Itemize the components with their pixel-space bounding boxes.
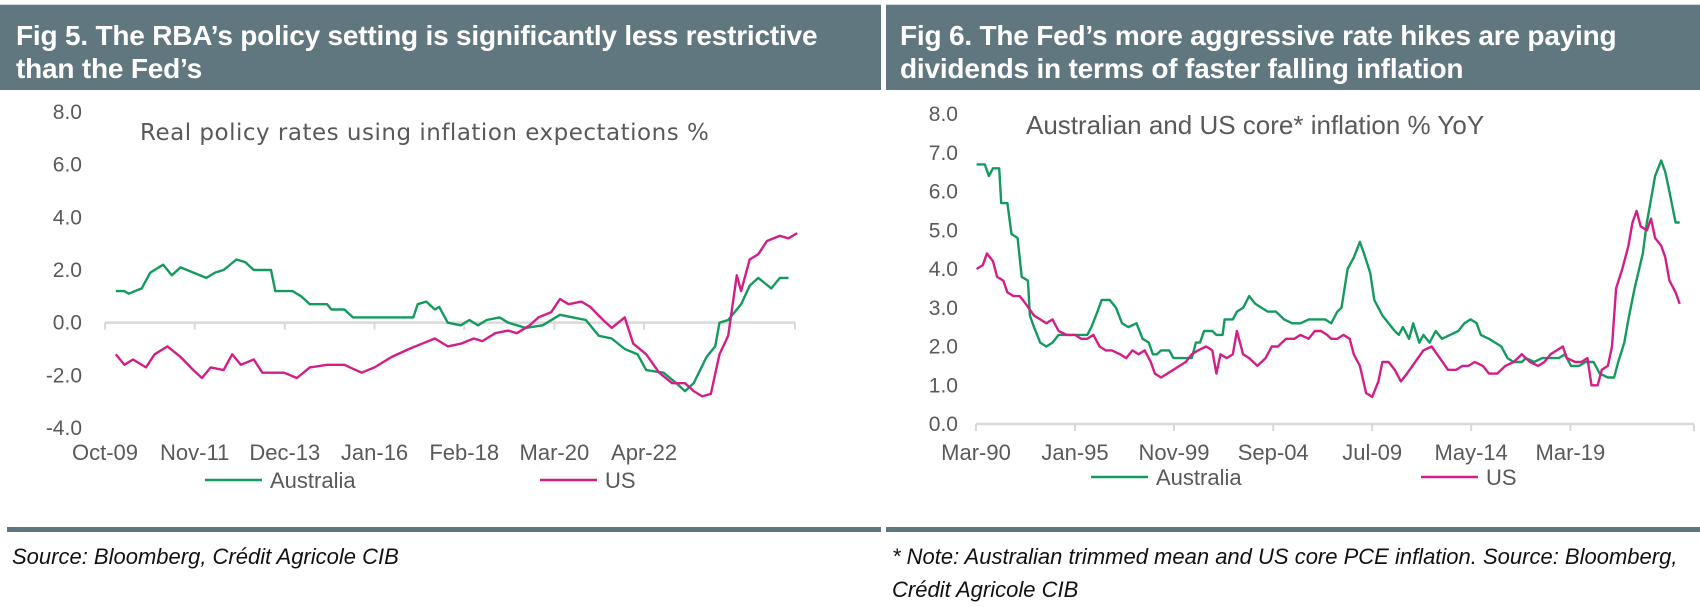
core-inflation-chart: 8.0 7.0 6.0 5.0 4.0 3.0 2.0 1.0 0.0 Mar-90 Jan-95 N… bbox=[929, 103, 1695, 490]
series-line-us bbox=[114, 232, 798, 398]
x-tick-label: May-14 bbox=[1435, 440, 1508, 465]
figure-5-header: Fig 5. The RBA’s policy setting is signi… bbox=[0, 4, 881, 90]
x-tick-label: Oct-09 bbox=[72, 440, 138, 465]
y-tick-label: 5.0 bbox=[929, 219, 958, 242]
x-tick-label: Mar-20 bbox=[520, 440, 590, 465]
y-tick-label: 0.0 bbox=[929, 413, 958, 436]
x-tick-label: Apr-22 bbox=[611, 440, 677, 465]
chart-title: Australian and US core* inflation % YoY bbox=[1026, 110, 1484, 140]
x-tick-label: Feb-18 bbox=[429, 440, 499, 465]
figure-6-header: Fig 6. The Fed’s more aggressive rate hi… bbox=[886, 4, 1700, 90]
x-tick-label: Mar-19 bbox=[1536, 440, 1606, 465]
figure-5-title: Fig 5. The RBA’s policy setting is signi… bbox=[16, 20, 818, 84]
figure-6-source: * Note: Australian trimmed mean and US c… bbox=[892, 544, 1678, 602]
y-tick-label: 3.0 bbox=[929, 297, 958, 320]
figure-6-title: Fig 6. The Fed’s more aggressive rate hi… bbox=[900, 20, 1617, 84]
y-tick-label: 0.0 bbox=[53, 312, 82, 335]
figure-6-divider bbox=[886, 527, 1700, 532]
y-tick-label: 8.0 bbox=[53, 101, 82, 124]
y-tick-label: 2.0 bbox=[53, 259, 82, 282]
legend-label-australia: Australia bbox=[1156, 465, 1242, 490]
series-line-us bbox=[975, 209, 1681, 399]
y-tick-label: -2.0 bbox=[46, 364, 82, 387]
y-tick-label: 2.0 bbox=[929, 336, 958, 359]
x-tick-label: Jan-95 bbox=[1041, 440, 1108, 465]
y-tick-label: -4.0 bbox=[46, 417, 82, 440]
x-tick-label: Jul-09 bbox=[1342, 440, 1402, 465]
figure-5-source: Source: Bloomberg, Crédit Agricole CIB bbox=[12, 544, 399, 569]
y-tick-label: 8.0 bbox=[929, 103, 958, 126]
x-tick-label: Nov-11 bbox=[160, 440, 229, 465]
chart-title: Real policy rates using inflation expect… bbox=[140, 120, 709, 146]
figure-5-divider bbox=[7, 527, 881, 532]
x-tick-label: Dec-13 bbox=[249, 440, 320, 465]
figure-6-panel: Fig 6. The Fed’s more aggressive rate hi… bbox=[886, 0, 1700, 607]
x-tick-label: Nov-99 bbox=[1139, 440, 1210, 465]
y-tick-label: 6.0 bbox=[929, 181, 958, 204]
x-tick-label: Jan-16 bbox=[341, 440, 408, 465]
y-tick-label: 7.0 bbox=[929, 142, 958, 165]
x-tick-label: Sep-04 bbox=[1238, 440, 1309, 465]
legend-label-australia: Australia bbox=[270, 468, 356, 493]
y-tick-label: 4.0 bbox=[53, 206, 82, 229]
legend-label-us: US bbox=[605, 468, 636, 493]
y-tick-label: 1.0 bbox=[929, 374, 958, 397]
series-line-australia bbox=[976, 159, 1680, 379]
y-tick-label: 4.0 bbox=[929, 258, 958, 281]
x-tick-label: Mar-90 bbox=[941, 440, 1011, 465]
y-tick-label: 6.0 bbox=[53, 154, 82, 177]
legend-label-us: US bbox=[1486, 465, 1517, 490]
figure-5-panel: Fig 5. The RBA’s policy setting is signi… bbox=[0, 4, 881, 569]
series-line-australia bbox=[115, 258, 789, 393]
